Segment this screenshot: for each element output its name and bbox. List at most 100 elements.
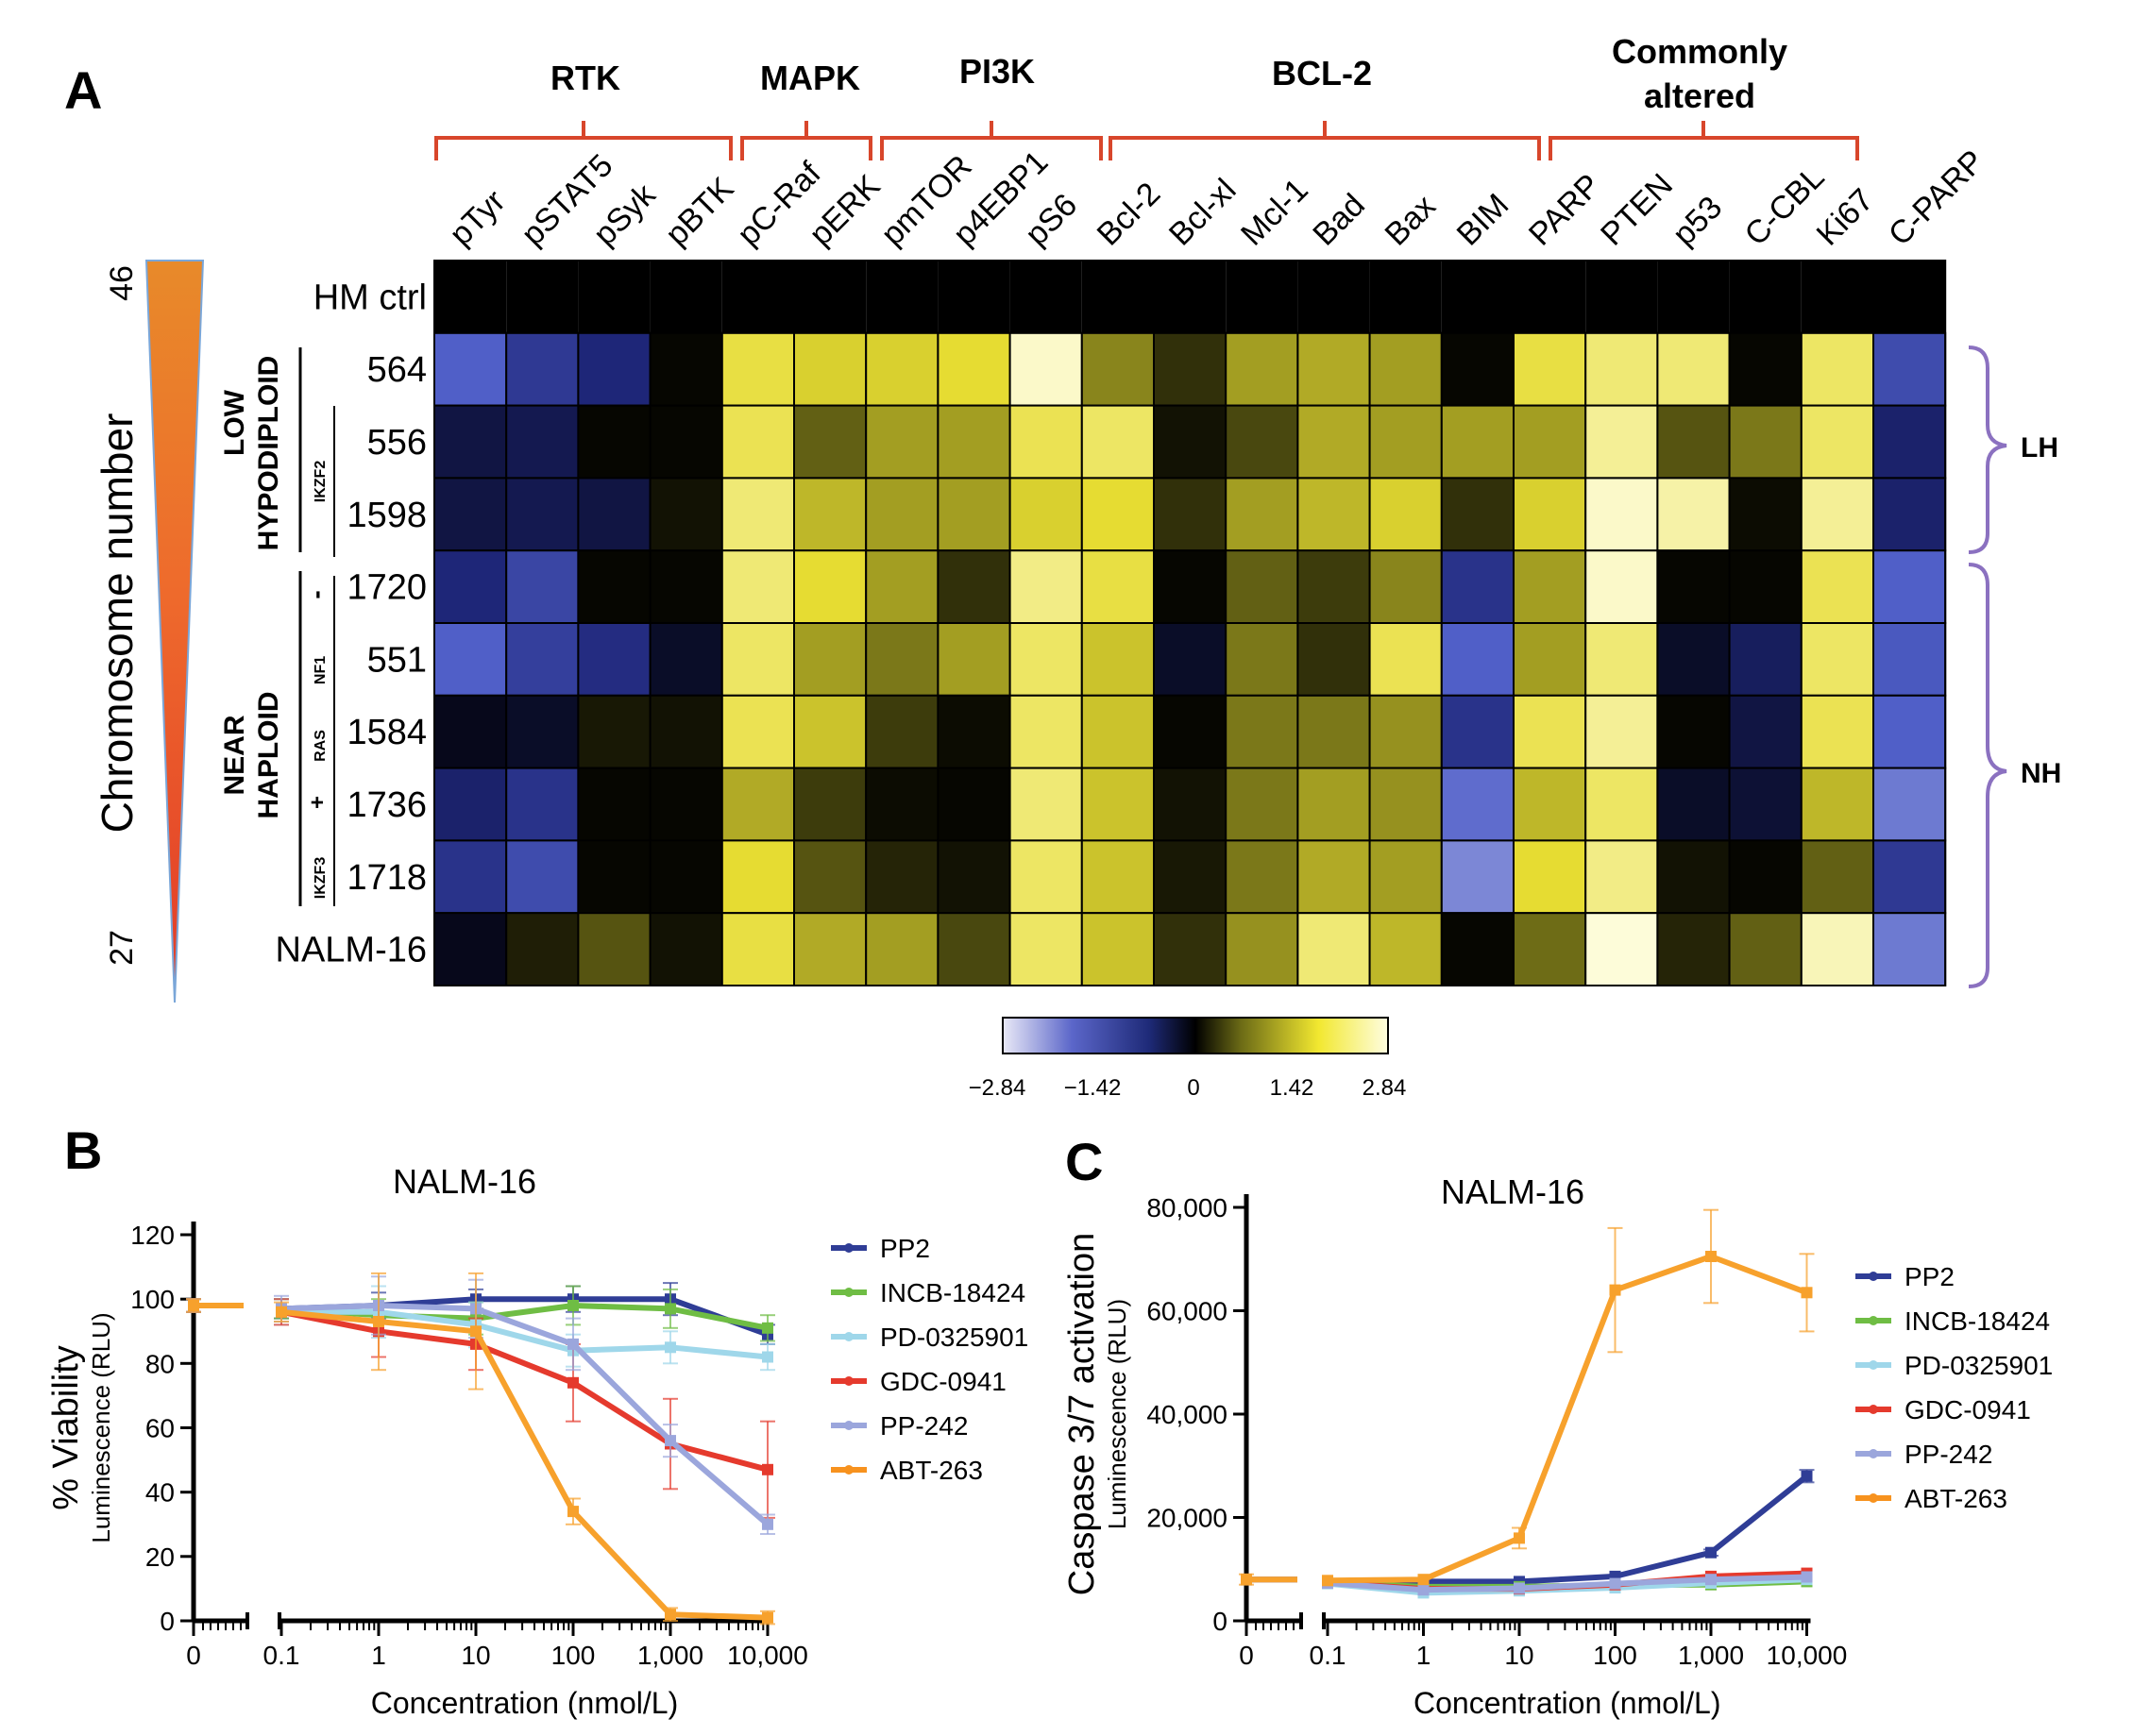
- legend-marker: [844, 1243, 854, 1253]
- heatmap-cell: [865, 839, 940, 915]
- heatmap-cell: [1080, 549, 1156, 625]
- heatmap-cell: [577, 912, 652, 987]
- legend-label: PD-0325901: [880, 1323, 1028, 1352]
- heatmap-cell: [1080, 694, 1156, 769]
- heatmap-cell: [1584, 767, 1659, 842]
- legend-item: PP2: [1855, 1262, 1955, 1291]
- x-tick-label: 10: [1504, 1641, 1533, 1670]
- heatmap-cell: [649, 477, 723, 552]
- heatmap-cell: [1800, 331, 1875, 407]
- heatmap-cell: [793, 767, 868, 842]
- x-tick-label: 100: [1593, 1641, 1637, 1670]
- heatmap-cell: [1656, 404, 1731, 480]
- legend-item: ABT-263: [1855, 1484, 2007, 1513]
- y-tick-label: 80: [145, 1349, 175, 1378]
- series-line: [1327, 1574, 1807, 1593]
- heatmap-cell: [1800, 477, 1875, 552]
- legend-item: PP-242: [1855, 1440, 1992, 1469]
- data-point: [567, 1338, 579, 1350]
- legend-item: INCB-18424: [831, 1278, 1025, 1307]
- heatmap-cell: [505, 549, 580, 625]
- heatmap-cell: [433, 839, 508, 915]
- heatmap-cell: [649, 404, 723, 480]
- heatmap-cell: [1368, 331, 1443, 407]
- legend-label: INCB-18424: [880, 1278, 1025, 1307]
- legend-label: PP2: [880, 1234, 930, 1263]
- heatmap-cell: [1225, 912, 1299, 987]
- heatmap-cell: [1368, 912, 1443, 987]
- y-axis-title: % Viability: [46, 1345, 86, 1510]
- heatmap-cell: [433, 694, 508, 769]
- row-label: 1718: [347, 858, 427, 898]
- heatmap-cell: [1225, 404, 1299, 480]
- heatmap-cell: [1440, 839, 1515, 915]
- data-point: [1417, 1574, 1430, 1586]
- data-point: [567, 1506, 579, 1518]
- heatmap-cell: [433, 477, 508, 552]
- heatmap-cell: [1656, 549, 1731, 625]
- column-label: C-CBL: [1737, 160, 1831, 253]
- legend-label: GDC-0941: [880, 1367, 1007, 1396]
- heatmap-cell: [1656, 694, 1731, 769]
- heatmap-cell: [1513, 912, 1587, 987]
- heatmap-cell: [1872, 331, 1947, 407]
- legend-marker: [1869, 1493, 1878, 1503]
- heatmap-cell: [1296, 331, 1371, 407]
- heatmap-cell: [1800, 404, 1875, 480]
- heatmap-cell: [1728, 912, 1803, 987]
- heatmap-cell: [1656, 767, 1731, 842]
- bracket-pi3k: [880, 121, 1103, 160]
- heatmap-cell: [1656, 331, 1731, 407]
- colorbar-ticks: −2.84 −1.42 0 1.42 2.84: [969, 1075, 1407, 1101]
- legend-item: PP-242: [831, 1411, 968, 1441]
- heatmap-cell: [793, 404, 868, 480]
- heatmap-cell: [505, 331, 580, 407]
- heatmap-cell: [1872, 694, 1947, 769]
- heatmap-cell: [1441, 261, 1514, 333]
- heatmap-cell: [794, 261, 867, 333]
- heatmap-cell: [1656, 912, 1731, 987]
- data-point: [665, 1341, 676, 1354]
- column-label: pBTK: [658, 170, 740, 252]
- heatmap-cell: [649, 549, 723, 625]
- heatmap-cell: [578, 261, 651, 333]
- heatmap-cell: [1728, 694, 1803, 769]
- heatmap-cell: [505, 622, 580, 697]
- heatmap-cell: [1080, 839, 1156, 915]
- data-point: [665, 1435, 676, 1447]
- heatmap-cell: [649, 767, 723, 842]
- heatmap-cell: [720, 549, 795, 625]
- column-label: p53: [1666, 190, 1729, 253]
- column-label: Bcl-xl: [1162, 172, 1244, 253]
- data-point: [1241, 1574, 1252, 1586]
- heatmap-cell: [577, 622, 652, 697]
- heatmap-cell: [1440, 912, 1515, 987]
- data-point: [1417, 1584, 1430, 1596]
- heatmap-cell: [1872, 477, 1947, 552]
- heatmap-cell: [1800, 622, 1875, 697]
- x-tick-label: 1: [1416, 1641, 1431, 1670]
- legend-item: GDC-0941: [1855, 1395, 2031, 1424]
- heatmap-cell: [1584, 622, 1659, 697]
- heatmap-cell: [1584, 549, 1659, 625]
- heatmap-cell: [1154, 261, 1227, 333]
- heatmap-cell: [793, 694, 868, 769]
- x-tick-label: 0.1: [1310, 1641, 1346, 1670]
- heatmap-cell: [433, 912, 508, 987]
- heatmap-cell: [937, 477, 1011, 552]
- column-label: Bcl-2: [1091, 176, 1168, 253]
- heatmap-cell: [1225, 622, 1299, 697]
- heatmap-cell: [1584, 477, 1659, 552]
- heatmap-cell: [1728, 839, 1803, 915]
- y-tick-label: 100: [130, 1285, 175, 1314]
- subgroup-plus: +: [305, 796, 330, 809]
- y-axis-subtitle: Luminescence (RLU): [1103, 1299, 1131, 1529]
- heatmap-cell: [1081, 261, 1154, 333]
- heatmap-border: [433, 260, 1947, 986]
- bracket-mapk: [740, 121, 872, 160]
- legend-item: ABT-263: [831, 1456, 983, 1485]
- data-point: [1705, 1546, 1717, 1559]
- legend-marker: [844, 1376, 854, 1386]
- column-label: pS6: [1018, 187, 1084, 253]
- data-point: [470, 1325, 482, 1338]
